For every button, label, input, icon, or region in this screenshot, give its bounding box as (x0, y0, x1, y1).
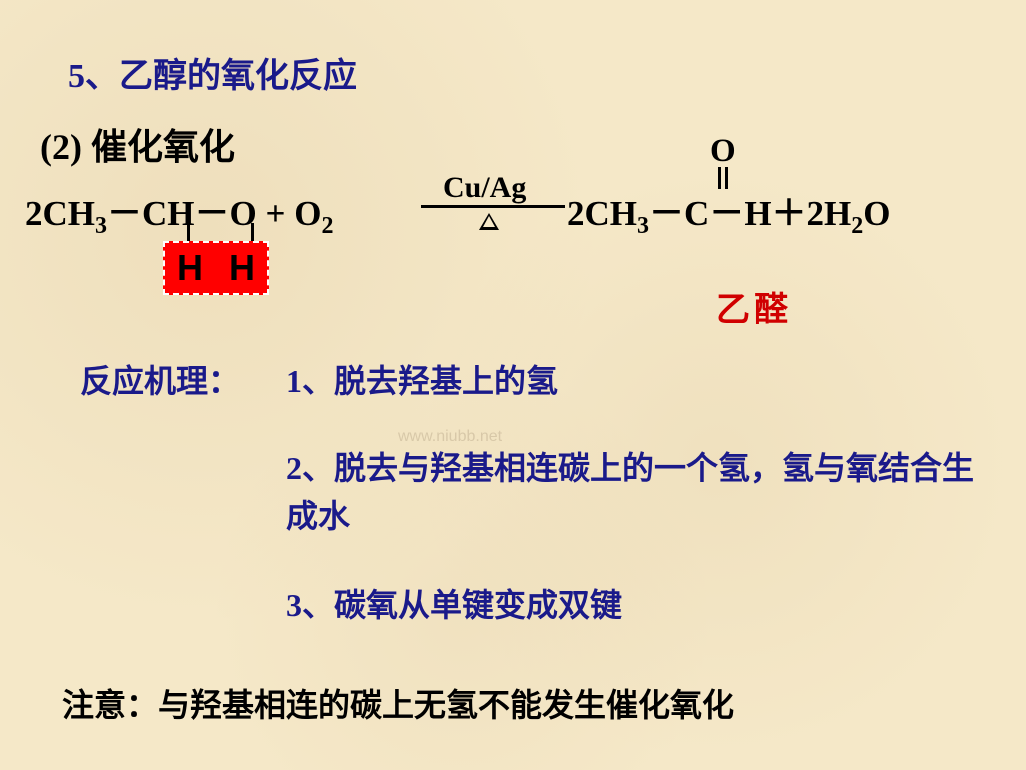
catalyst-label: Cu/Ag (443, 171, 526, 205)
double-bond-line (725, 167, 728, 189)
reaction-arrow (421, 205, 565, 208)
chemical-equation: 2CH3－CH－O + O2 H H Cu/Ag 2CH3－C－H＋2H2O O (25, 145, 1005, 295)
mechanism-step-1: 1、脱去羟基上的氢 (286, 356, 558, 402)
mechanism-heading: 反应机理： (80, 356, 240, 402)
eq-right-2ch3: 2CH3－C－H＋2H2O (567, 185, 891, 240)
product-name: 乙醛 (716, 282, 792, 331)
double-bond-line (718, 167, 721, 189)
h-left: H (177, 247, 203, 288)
section-title: 5、乙醇的氧化反应 (68, 48, 357, 97)
carbonyl-oxygen: O (710, 133, 736, 170)
h-highlight-box: H H (163, 241, 269, 295)
mechanism-step-3: 3、碳氧从单键变成双键 (286, 580, 622, 626)
mechanism-step-2: 2、脱去与羟基相连碳上的一个氢，氢与氧结合生成水 (286, 444, 986, 540)
eq-left-2ch3: 2CH3－CH－O + O2 (25, 185, 333, 240)
h-right: H (229, 247, 255, 288)
note-text: 注意：与羟基相连的碳上无氢不能发生催化氧化 (62, 680, 734, 726)
heat-triangle (479, 213, 499, 230)
